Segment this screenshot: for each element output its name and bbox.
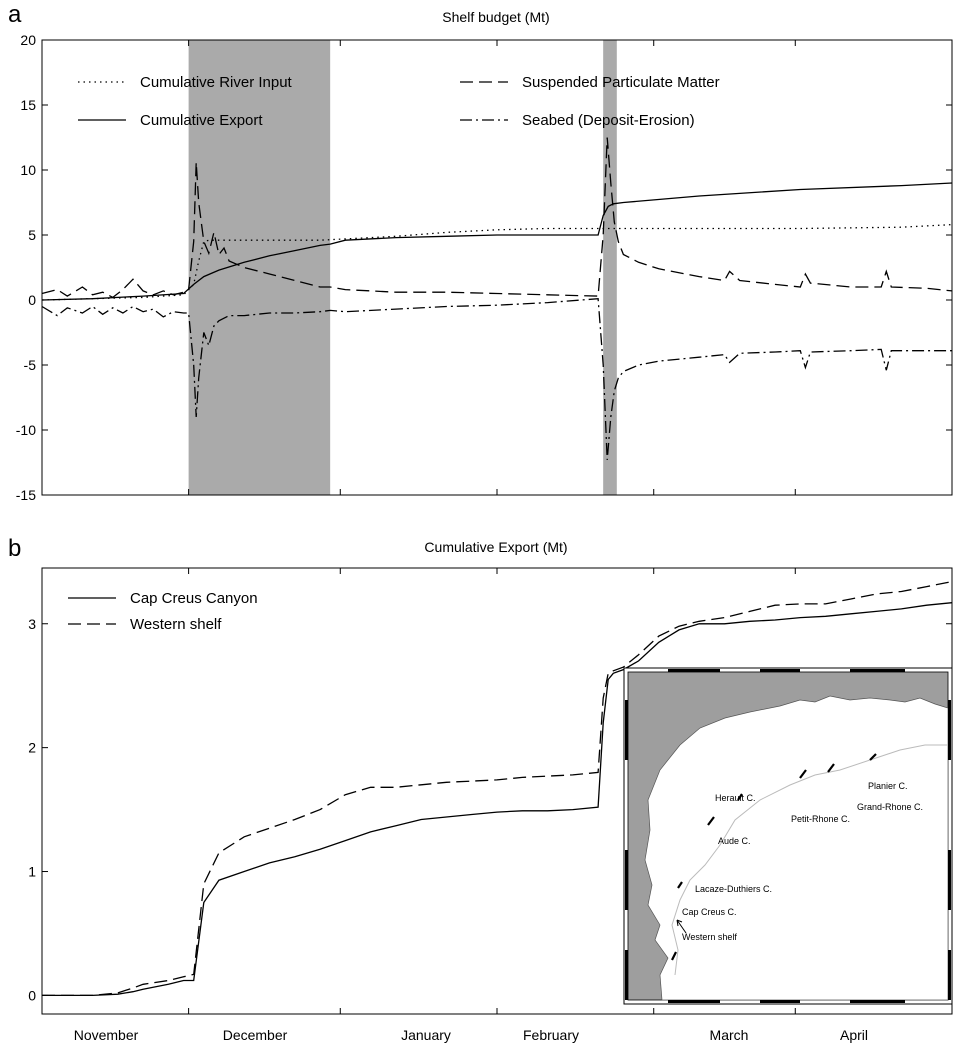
legend-label: Seabed (Deposit-Erosion)	[522, 112, 695, 129]
frame-bar	[948, 700, 951, 760]
month-labels: November December January February March…	[74, 1027, 868, 1043]
plot-frame	[41, 39, 953, 496]
y-tick-label: 3	[28, 616, 36, 632]
inset-map: Planier C. Grand-Rhone C. Herault C. Pet…	[623, 667, 953, 1005]
y-tick-label: 1	[28, 864, 36, 880]
y-tick-label: 0	[28, 292, 36, 308]
legend-label: Cumulative Export	[140, 112, 263, 129]
inset-label-petit-rhone: Petit-Rhone C.	[791, 814, 850, 824]
frame-bar	[625, 950, 628, 1000]
y-tick-label: 20	[20, 32, 36, 48]
series-cap-creus-canyon	[42, 602, 953, 997]
frame-bar	[850, 1000, 905, 1003]
series-western-shelf	[42, 580, 953, 997]
inset-label-western-shelf: Western shelf	[682, 932, 737, 942]
frame-bar	[850, 669, 905, 672]
panel-b-title: Cumulative Export (Mt)	[424, 539, 567, 555]
panel-a-axes: 20 15 10 5 0 -5 -10 -15	[16, 32, 953, 503]
legend-label: Suspended Particulate Matter	[522, 74, 720, 91]
inset-arrow	[676, 919, 687, 934]
y-tick-label: -15	[16, 487, 36, 503]
inset-label-cap-creus: Cap Creus C.	[682, 907, 737, 917]
inset-shelf-break	[671, 744, 948, 976]
legend-label: Cap Creus Canyon	[130, 590, 258, 607]
shaded-period-1	[188, 40, 331, 495]
panel-a: a Shelf budget (Mt) 20 15 10 5 0 -5 -10 -15 Cum…	[8, 1, 953, 503]
month-label-april: April	[840, 1027, 868, 1043]
frame-bar	[668, 669, 720, 672]
series-cumulative-export	[41, 182, 953, 301]
panel-letter-b: b	[8, 535, 21, 562]
inset-label-herault: Herault C.	[715, 793, 756, 803]
y-tick-label: 15	[20, 97, 36, 113]
inset-label-lacaze-duthiers: Lacaze-Duthiers C.	[695, 884, 772, 894]
inset-sea	[644, 695, 949, 1001]
month-label-march: March	[710, 1027, 749, 1043]
y-tick-label: -5	[24, 357, 37, 373]
frame-bar	[760, 669, 800, 672]
inset-frame-ticks	[625, 669, 951, 1003]
frame-bar	[948, 950, 951, 1000]
month-label-february: February	[523, 1027, 579, 1043]
y-tick-label: 0	[28, 987, 36, 1003]
panel-a-series	[41, 137, 953, 460]
y-tick-label: 2	[28, 740, 36, 756]
legend-label: Western shelf	[130, 616, 222, 633]
series-cumulative-river-input	[41, 223, 953, 301]
panel-a-shaded-periods	[188, 40, 617, 495]
inset-labels: Planier C. Grand-Rhone C. Herault C. Pet…	[682, 781, 923, 942]
frame-bar	[948, 850, 951, 910]
panel-b: b Cumulative Export (Mt) 3 2 1 0 Cap Creus …	[8, 535, 953, 1043]
inset-label-aude: Aude C.	[718, 836, 751, 846]
series-seabed-deposit-erosion	[41, 298, 952, 460]
y-tick-label: 5	[28, 227, 36, 243]
y-tick-label: -10	[16, 422, 36, 438]
frame-bar	[668, 1000, 720, 1003]
panel-a-legend: Cumulative River Input Cumulative Export S…	[78, 74, 720, 129]
frame-bar	[760, 1000, 800, 1003]
month-label-january: January	[401, 1027, 451, 1043]
panel-b-series	[42, 580, 953, 997]
month-label-december: December	[223, 1027, 288, 1043]
month-label-november: November	[74, 1027, 139, 1043]
frame-bar	[625, 700, 628, 760]
legend-label: Cumulative River Input	[140, 74, 293, 91]
y-tick-label: 10	[20, 162, 36, 178]
panel-a-title: Shelf budget (Mt)	[442, 9, 549, 25]
inset-label-planier: Planier C.	[868, 781, 908, 791]
panel-b-legend: Cap Creus Canyon Western shelf	[68, 590, 258, 633]
inset-canyons	[671, 753, 877, 961]
series-suspended-particulate-matter	[41, 137, 953, 299]
panel-letter-a: a	[8, 1, 22, 28]
frame-bar	[625, 850, 628, 910]
inset-label-grand-rhone: Grand-Rhone C.	[857, 802, 923, 812]
